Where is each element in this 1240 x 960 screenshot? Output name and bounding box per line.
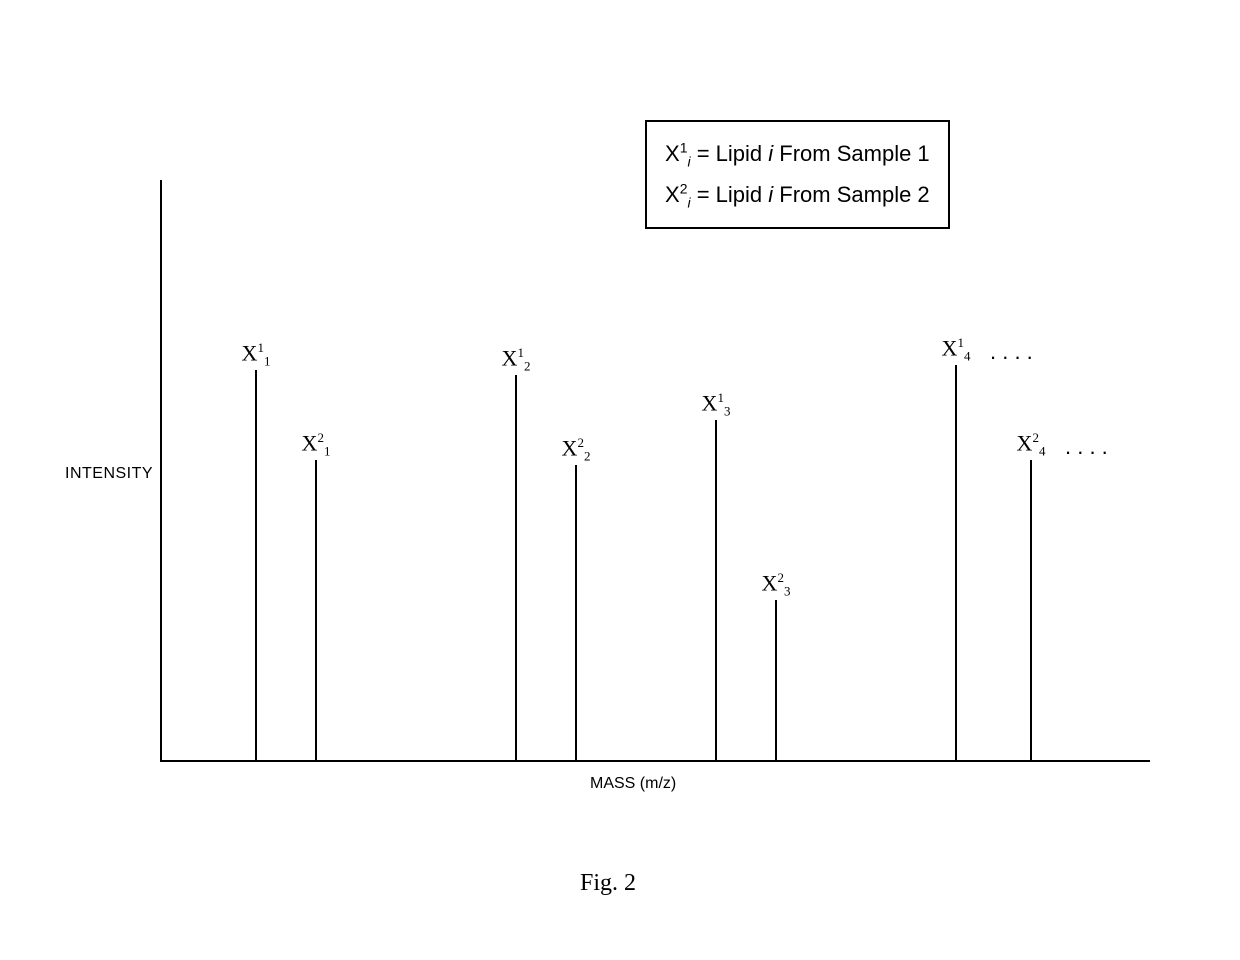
mass-spectrum-chart: X1i = Lipid i From Sample 1X2i = Lipid i… — [160, 180, 1150, 760]
legend-box: X1i = Lipid i From Sample 1X2i = Lipid i… — [645, 120, 950, 229]
peak-x2_1 — [515, 375, 517, 760]
y-axis — [160, 180, 162, 760]
figure-caption: Fig. 2 — [580, 870, 636, 897]
peak-x4_2 — [1030, 460, 1032, 760]
peak-x3_1 — [715, 420, 717, 760]
peak-label-x1_2: X21 — [302, 430, 331, 460]
peak-label-x3_1: X13 — [702, 390, 731, 420]
peak-label-x3_2: X23 — [762, 570, 791, 600]
x-axis — [160, 760, 1150, 762]
peak-label-x2_2: X22 — [562, 435, 591, 465]
y-axis-label: INTENSITY — [65, 465, 153, 483]
continuation-dots-x4_1: . . . . — [990, 339, 1033, 365]
peak-x1_1 — [255, 370, 257, 760]
x-axis-label: MASS (m/z) — [590, 775, 676, 793]
peak-x1_2 — [315, 460, 317, 760]
peak-x3_2 — [775, 600, 777, 760]
peak-label-x2_1: X12 — [502, 345, 531, 375]
legend-line-0: X1i = Lipid i From Sample 1 — [665, 134, 930, 175]
peak-label-x4_1: X14 — [942, 335, 971, 365]
peak-x2_2 — [575, 465, 577, 760]
legend-line-1: X2i = Lipid i From Sample 2 — [665, 175, 930, 216]
peak-x4_1 — [955, 365, 957, 760]
peak-label-x4_2: X24 — [1017, 430, 1046, 460]
continuation-dots-x4_2: . . . . — [1065, 434, 1108, 460]
peak-label-x1_1: X11 — [242, 340, 271, 370]
